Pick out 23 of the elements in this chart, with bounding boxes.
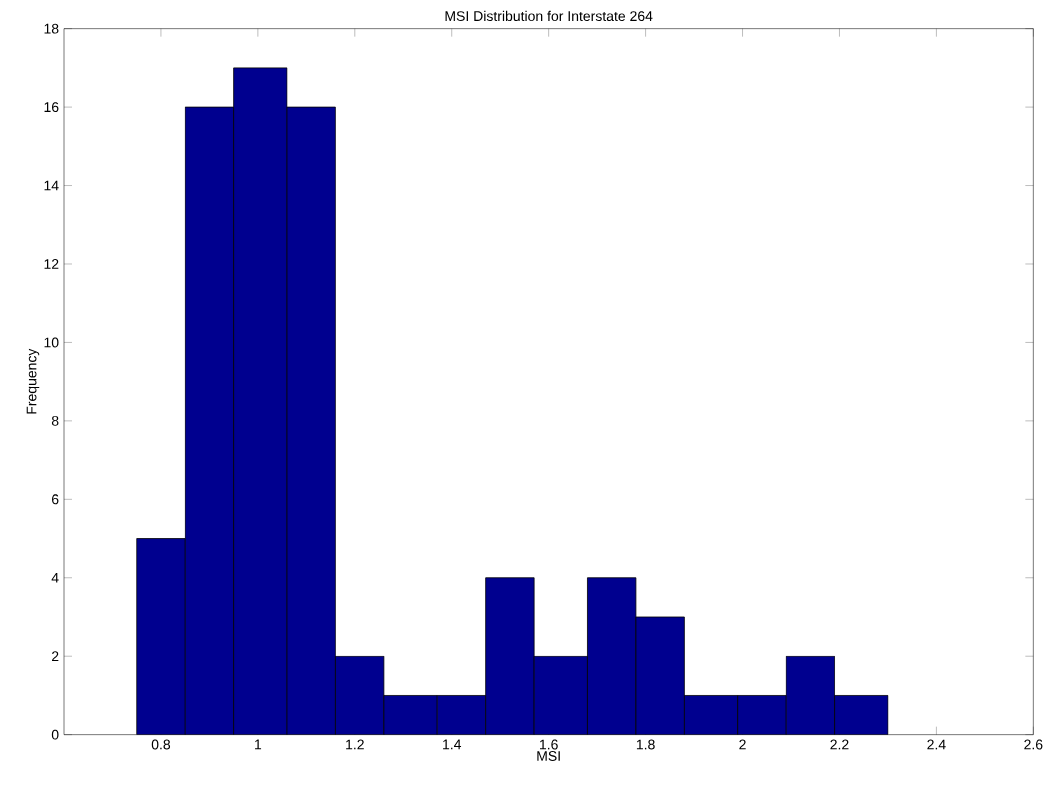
y-axis-title: Frequency	[26, 348, 40, 414]
chart-title: MSI Distribution for Interstate 264	[445, 10, 653, 22]
x-tick-label: 1.8	[636, 739, 655, 750]
y-tick-label: 0	[51, 729, 59, 740]
x-axis-title: MSI	[537, 751, 560, 762]
x-tick-label: 2.2	[830, 739, 849, 750]
y-tick-label: 4	[51, 572, 59, 583]
y-tick-label: 2	[52, 651, 59, 662]
y-tick-label: 6	[52, 494, 59, 505]
y-tick-label: 12	[44, 259, 59, 269]
x-tick-label: 2.6	[1024, 739, 1043, 750]
x-tick-label: 0.8	[151, 739, 171, 750]
x-tick-label: 2.4	[927, 739, 946, 750]
x-tick-label: 1.2	[346, 739, 364, 750]
x-tick-label: 2	[739, 739, 746, 750]
y-tick-label: 18	[44, 23, 59, 34]
y-tick-label: 8	[51, 415, 59, 426]
y-tick-label: 10	[44, 337, 59, 348]
x-tick-label: 1.6	[540, 739, 558, 750]
y-tick-label: 16	[44, 102, 59, 113]
y-tick-label: 14	[44, 180, 59, 191]
x-tick-label: 1	[255, 739, 262, 750]
x-tick-label: 1.4	[443, 739, 462, 750]
